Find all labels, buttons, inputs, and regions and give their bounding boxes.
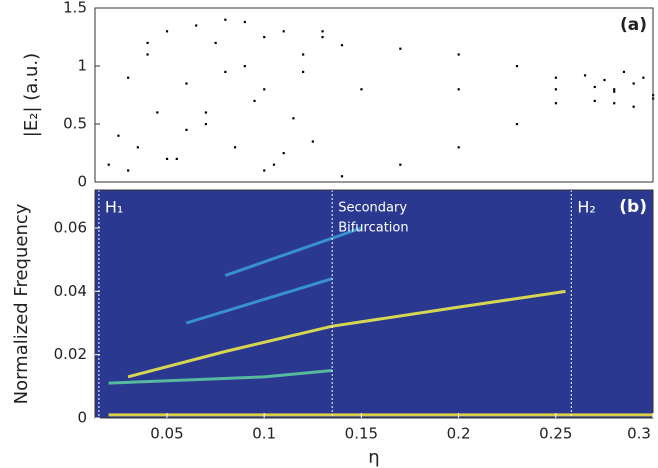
ridge [185, 277, 333, 325]
x-tick-label: 0.15 [345, 425, 378, 443]
point [311, 140, 314, 143]
y-tick-label: 0.02 [54, 345, 87, 363]
point [321, 30, 324, 33]
point [632, 105, 635, 108]
plot-frame [94, 189, 654, 419]
point [583, 74, 587, 77]
point [165, 30, 169, 33]
point [263, 169, 266, 172]
point [399, 163, 402, 166]
point [185, 128, 188, 131]
point [185, 82, 188, 85]
point [457, 53, 460, 56]
point [204, 111, 208, 114]
marker-label: H₂ [577, 198, 595, 217]
point [399, 47, 402, 50]
point [282, 30, 285, 33]
x-tick-label: 0.25 [539, 425, 572, 443]
y-tick-label: 0.04 [54, 282, 87, 300]
x-tick-label: 0.1 [252, 425, 276, 443]
point [175, 157, 178, 160]
point [457, 146, 460, 149]
point [515, 65, 519, 68]
point [622, 70, 626, 73]
point [165, 157, 169, 160]
point [224, 18, 227, 21]
y-tick-label: 0 [77, 173, 87, 191]
point [554, 76, 557, 79]
point [107, 163, 110, 166]
panel-label: (a) [620, 15, 647, 35]
point [233, 146, 237, 149]
point [302, 70, 305, 73]
point [632, 82, 635, 85]
point [224, 70, 227, 73]
plot-frame [94, 7, 654, 183]
y-tick-label: 1 [77, 57, 87, 75]
point [272, 163, 276, 166]
y-tick-label: 1.5 [63, 0, 87, 17]
point [263, 88, 266, 91]
point [554, 88, 557, 91]
point [127, 76, 130, 79]
marker-label: H₁ [105, 198, 123, 217]
point [243, 65, 246, 68]
point [593, 99, 596, 102]
y-axis-label: |E₂| (a.u.) [21, 53, 42, 137]
point [292, 117, 295, 120]
point [340, 175, 344, 178]
point [515, 123, 519, 126]
point [593, 85, 596, 89]
point [263, 36, 266, 39]
y-tick-label: 0.06 [54, 219, 87, 237]
point [321, 36, 324, 39]
point [195, 24, 198, 27]
point [554, 102, 557, 105]
x-tick-label: 0.3 [627, 425, 651, 443]
point [613, 102, 616, 105]
point [603, 78, 606, 82]
point [136, 146, 139, 149]
y-tick-label: 0.5 [63, 115, 87, 133]
point [613, 90, 616, 93]
marker-label: Secondary [338, 201, 407, 216]
point [457, 88, 460, 91]
marker-label: Bifurcation [338, 221, 408, 236]
point [156, 111, 159, 114]
point [214, 41, 217, 44]
point [146, 41, 149, 44]
point [340, 44, 344, 47]
x-axis-label: η [368, 447, 379, 468]
point [146, 53, 149, 56]
point [243, 20, 246, 24]
point [282, 152, 285, 155]
y-tick-label: 0 [77, 409, 87, 427]
point [117, 134, 120, 137]
ridge [224, 226, 362, 277]
point [302, 53, 305, 56]
point [360, 88, 363, 91]
panel-label: (b) [619, 197, 647, 217]
x-tick-label: 0.05 [150, 425, 183, 443]
point [204, 123, 208, 126]
ridge [108, 369, 333, 385]
x-tick-label: 0.2 [447, 425, 471, 443]
point [253, 99, 256, 102]
point [127, 169, 130, 172]
point [642, 76, 645, 79]
y-axis-label: Normalized Frequency [11, 203, 32, 404]
point [613, 88, 616, 91]
